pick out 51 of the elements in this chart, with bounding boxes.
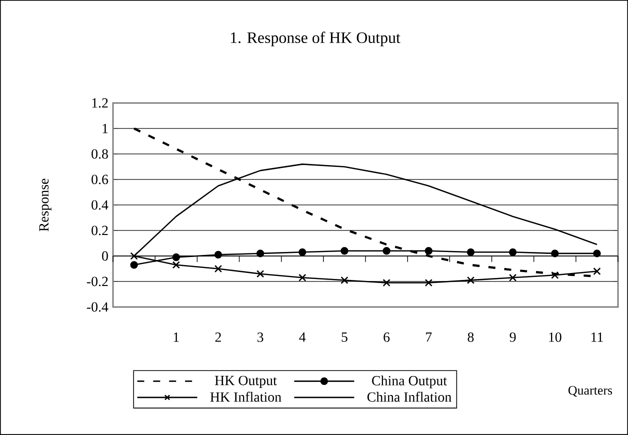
x-tick-label: 11 — [591, 332, 603, 342]
y-tick-label: -0.4 — [86, 302, 108, 312]
point — [214, 264, 222, 273]
x-tick-label: 8 — [468, 332, 474, 342]
point — [298, 248, 306, 256]
point — [256, 250, 264, 258]
point — [298, 274, 306, 282]
point — [130, 252, 138, 260]
point — [130, 261, 138, 269]
point — [466, 276, 475, 284]
legend-label: HK Output — [214, 376, 277, 388]
point — [593, 250, 601, 258]
x-tick-label: 3 — [257, 332, 264, 342]
y-tick-label: 1.2 — [92, 98, 108, 108]
y-tick-label: 0.8 — [92, 149, 108, 159]
x-axis-title: Quarters — [568, 386, 612, 397]
point — [593, 267, 601, 276]
y-tick-label: 0.2 — [92, 226, 108, 236]
point — [214, 250, 222, 259]
point — [466, 248, 475, 256]
point — [340, 247, 348, 255]
point — [382, 247, 390, 255]
legend-label: China Output — [372, 376, 447, 388]
y-tick-label: -0.2 — [86, 276, 108, 286]
x-tick-label: 5 — [342, 332, 348, 342]
point — [256, 270, 264, 278]
x-tick-label: 7 — [426, 332, 432, 342]
point — [424, 247, 432, 255]
legend-label: HK Inflation — [210, 392, 282, 402]
point — [551, 250, 559, 258]
point — [551, 271, 559, 279]
point — [382, 278, 390, 287]
y-tick-label: 1 — [102, 124, 108, 134]
legend-label: China Inflation — [367, 392, 452, 402]
chart-title: 1. Response of HK Output — [230, 32, 400, 46]
x-tick-label: 9 — [510, 332, 516, 342]
y-tick-label: 0.6 — [92, 174, 108, 184]
point — [340, 276, 348, 284]
y-tick-label: 0.4 — [92, 200, 108, 210]
point — [508, 248, 517, 256]
point — [424, 278, 432, 287]
point — [172, 253, 180, 262]
y-axis-title: Response — [39, 178, 52, 232]
x-tick-label: 6 — [384, 332, 390, 342]
x-tick-label: 1 — [174, 332, 179, 342]
point — [172, 261, 180, 269]
point — [508, 274, 517, 282]
y-tick-label: 0 — [102, 251, 108, 261]
x-tick-label: 10 — [549, 332, 562, 342]
x-tick-label: 2 — [215, 332, 221, 342]
x-tick-label: 4 — [299, 332, 306, 342]
